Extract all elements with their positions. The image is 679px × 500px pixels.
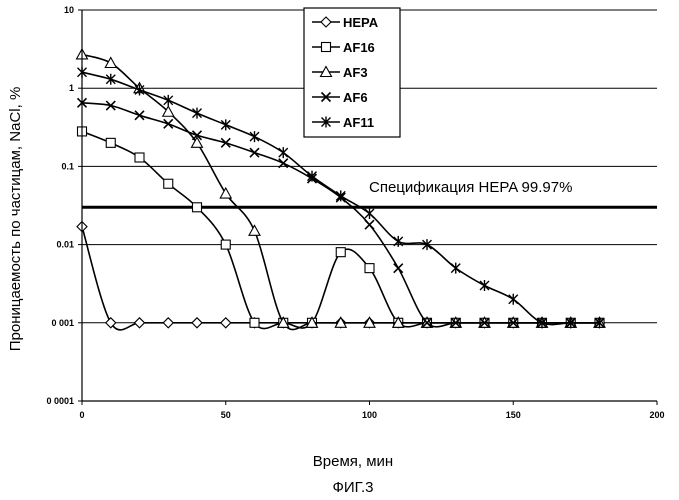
series-line-af16 bbox=[81, 130, 600, 330]
data-point-af11-12 bbox=[422, 239, 432, 251]
data-point-af11-15 bbox=[508, 293, 519, 305]
legend-item-af6: AF6 bbox=[312, 90, 368, 105]
data-point-af16-6 bbox=[249, 317, 260, 328]
data-point-af11-5 bbox=[220, 119, 231, 131]
data-point-af16-5 bbox=[220, 239, 231, 250]
data-point-af6-11 bbox=[393, 263, 404, 274]
data-point-hepa-3 bbox=[162, 317, 175, 329]
data-point-af11-4 bbox=[192, 107, 202, 119]
y-tick-label: 0.1 bbox=[61, 161, 74, 171]
data-point-af3-10 bbox=[363, 316, 376, 328]
data-point-af11-7 bbox=[278, 147, 289, 159]
data-point-af6-4 bbox=[191, 130, 203, 141]
data-point-af16-4 bbox=[191, 202, 203, 213]
y-axis-title: Проницаемость по частицам, NaCl, % bbox=[7, 87, 24, 352]
legend-label: AF3 bbox=[343, 65, 368, 80]
tick-labels: 0 50 100 150 200 10 1 0.1 0.01 0 001 0 0001 bbox=[46, 5, 664, 420]
data-point-af16-1 bbox=[105, 137, 116, 148]
x-axis-title: Время, мин bbox=[313, 453, 393, 470]
x-tick-label: 100 bbox=[362, 410, 377, 420]
data-point-af6-5 bbox=[220, 137, 231, 148]
series-af11 bbox=[77, 66, 605, 329]
y-tick-label: 0 001 bbox=[51, 318, 74, 328]
data-point-af6-7 bbox=[278, 158, 289, 169]
data-point-hepa-4 bbox=[191, 317, 203, 329]
data-point-af3-9 bbox=[334, 316, 348, 328]
data-point-af16-3 bbox=[163, 178, 174, 189]
x-tick-label: 150 bbox=[506, 410, 521, 420]
data-point-af3-8 bbox=[305, 316, 319, 328]
legend-label: AF16 bbox=[343, 40, 375, 55]
data-point-af11-14 bbox=[479, 279, 490, 291]
x-tick-label: 0 bbox=[79, 410, 84, 420]
legend-label: AF11 bbox=[343, 115, 374, 130]
spec-annotation: Спецификация HEPA 99.97% bbox=[369, 179, 572, 196]
legend-marker-af3 bbox=[319, 65, 333, 78]
legend-item-af3: AF3 bbox=[312, 65, 368, 80]
data-point-af6-3 bbox=[163, 118, 174, 129]
data-point-af6-10 bbox=[364, 219, 375, 230]
data-point-af11-17 bbox=[565, 317, 576, 329]
x-tick-label: 200 bbox=[649, 410, 664, 420]
data-point-af11-10 bbox=[364, 207, 375, 219]
data-point-af3-1 bbox=[104, 56, 118, 69]
data-point-af16-2 bbox=[134, 152, 145, 163]
y-tick-label: 1 bbox=[69, 83, 74, 93]
legend-item-af16: AF16 bbox=[312, 40, 375, 55]
legend-item-hepa: HEPA bbox=[312, 15, 379, 30]
data-point-hepa-1 bbox=[104, 317, 117, 329]
data-point-af11-8 bbox=[307, 170, 317, 182]
data-point-af11-1 bbox=[105, 73, 116, 85]
legend-marker-hepa bbox=[320, 16, 332, 28]
legend: HEPA AF16 AF3 AF6 AF11 bbox=[303, 7, 401, 138]
data-point-af11-16 bbox=[537, 317, 547, 329]
data-point-af6-12 bbox=[421, 317, 433, 328]
legend-marker-af11 bbox=[321, 116, 331, 128]
x-tick-label: 50 bbox=[221, 410, 231, 420]
data-point-hepa-5 bbox=[219, 317, 232, 329]
y-tick-label: 0.01 bbox=[56, 240, 74, 250]
data-point-af6-13 bbox=[450, 317, 461, 328]
data-point-af11-2 bbox=[134, 84, 145, 96]
data-point-af6-2 bbox=[134, 110, 145, 121]
data-point-af11-6 bbox=[249, 131, 260, 143]
series-af16 bbox=[76, 126, 605, 330]
data-point-af3-3 bbox=[161, 105, 175, 117]
series-group bbox=[75, 47, 606, 331]
data-point-af3-4 bbox=[190, 136, 204, 148]
data-point-af3-5 bbox=[219, 186, 233, 199]
legend-item-af11: AF11 bbox=[312, 115, 374, 130]
data-point-af16-10 bbox=[364, 263, 375, 274]
data-point-af16-9 bbox=[335, 247, 346, 258]
data-point-af6-14 bbox=[479, 317, 490, 328]
data-point-af11-18 bbox=[594, 317, 605, 329]
y-tick-label: 0 0001 bbox=[46, 396, 74, 406]
data-point-af3-6 bbox=[248, 224, 261, 236]
data-point-af11-11 bbox=[393, 235, 404, 247]
data-point-af11-9 bbox=[335, 190, 346, 202]
data-point-af3-7 bbox=[276, 316, 290, 328]
legend-label: AF6 bbox=[343, 90, 368, 105]
series-hepa bbox=[76, 220, 606, 331]
data-point-af11-13 bbox=[450, 262, 461, 274]
legend-label: HEPA bbox=[343, 15, 379, 30]
data-point-af6-1 bbox=[105, 100, 116, 111]
y-tick-label: 10 bbox=[64, 5, 74, 15]
data-point-af3-11 bbox=[391, 316, 405, 328]
data-point-hepa-2 bbox=[133, 317, 146, 329]
figure-caption: ФИГ.3 bbox=[333, 479, 374, 496]
series-line-hepa bbox=[81, 226, 600, 331]
data-point-af11-3 bbox=[163, 94, 174, 106]
legend-marker-af16 bbox=[320, 41, 332, 53]
data-point-af6-15 bbox=[508, 317, 519, 328]
data-point-af6-6 bbox=[249, 147, 260, 158]
legend-marker-af6 bbox=[320, 91, 332, 103]
